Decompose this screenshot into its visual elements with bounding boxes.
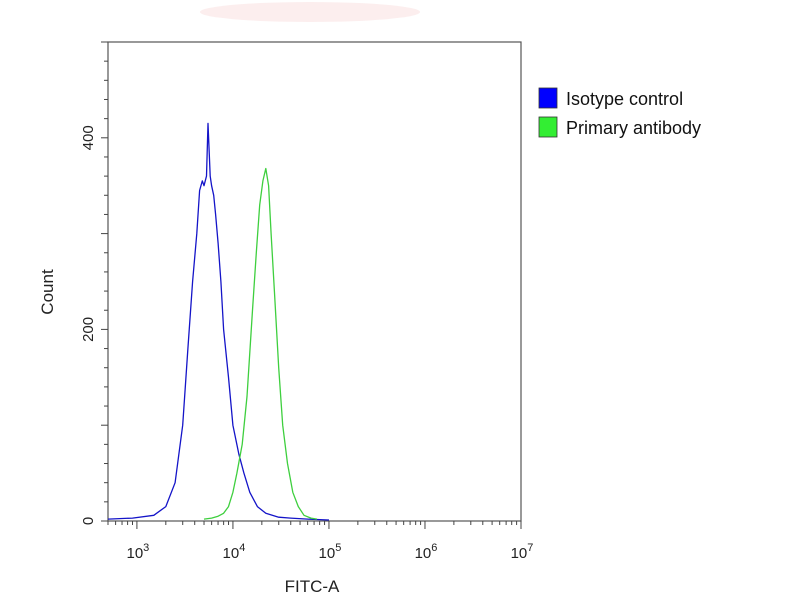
legend-swatch-isotype-control — [538, 87, 558, 109]
y-axis-ticks: 0 200 400 — [80, 41, 108, 525]
series-layer — [107, 122, 330, 521]
x-tick-label-exponent: 5 — [335, 542, 341, 554]
x-tick-label: 104 — [223, 542, 246, 562]
series-line-isotype-control — [107, 122, 330, 521]
x-tick-label-base: 10 — [511, 545, 528, 562]
x-tick-label: 103 — [126, 542, 149, 562]
legend-label-primary-antibody: Primary antibody — [566, 118, 701, 138]
plot-frame — [107, 41, 522, 522]
y-tick-label: 200 — [80, 317, 97, 342]
x-tick-label-base: 10 — [223, 545, 240, 562]
series-line-primary-antibody — [203, 167, 318, 520]
x-tick-label: 105 — [319, 542, 342, 562]
x-tick-label-base: 10 — [126, 545, 143, 562]
x-tick-label: 107 — [511, 542, 534, 562]
y-axis-title: Count — [38, 269, 57, 315]
x-tick-label-exponent: 7 — [527, 542, 533, 554]
x-tick-label-base: 10 — [319, 545, 336, 562]
x-tick-label-exponent: 6 — [431, 542, 437, 554]
legend-swatch-primary-antibody — [538, 116, 558, 138]
x-axis-title: FITC-A — [285, 577, 340, 596]
x-axis-ticks: 103 104 105 106 107 — [107, 521, 534, 562]
x-tick-label-exponent: 4 — [239, 542, 245, 554]
background-smudge — [200, 2, 420, 22]
x-tick-label-exponent: 3 — [143, 542, 149, 554]
legend-label-isotype-control: Isotype control — [566, 89, 683, 109]
x-tick-label: 106 — [415, 542, 438, 562]
y-tick-label: 0 — [80, 517, 97, 525]
x-tick-label-base: 10 — [415, 545, 432, 562]
legend: Isotype control Primary antibody — [538, 87, 701, 138]
y-tick-label: 400 — [80, 125, 97, 150]
